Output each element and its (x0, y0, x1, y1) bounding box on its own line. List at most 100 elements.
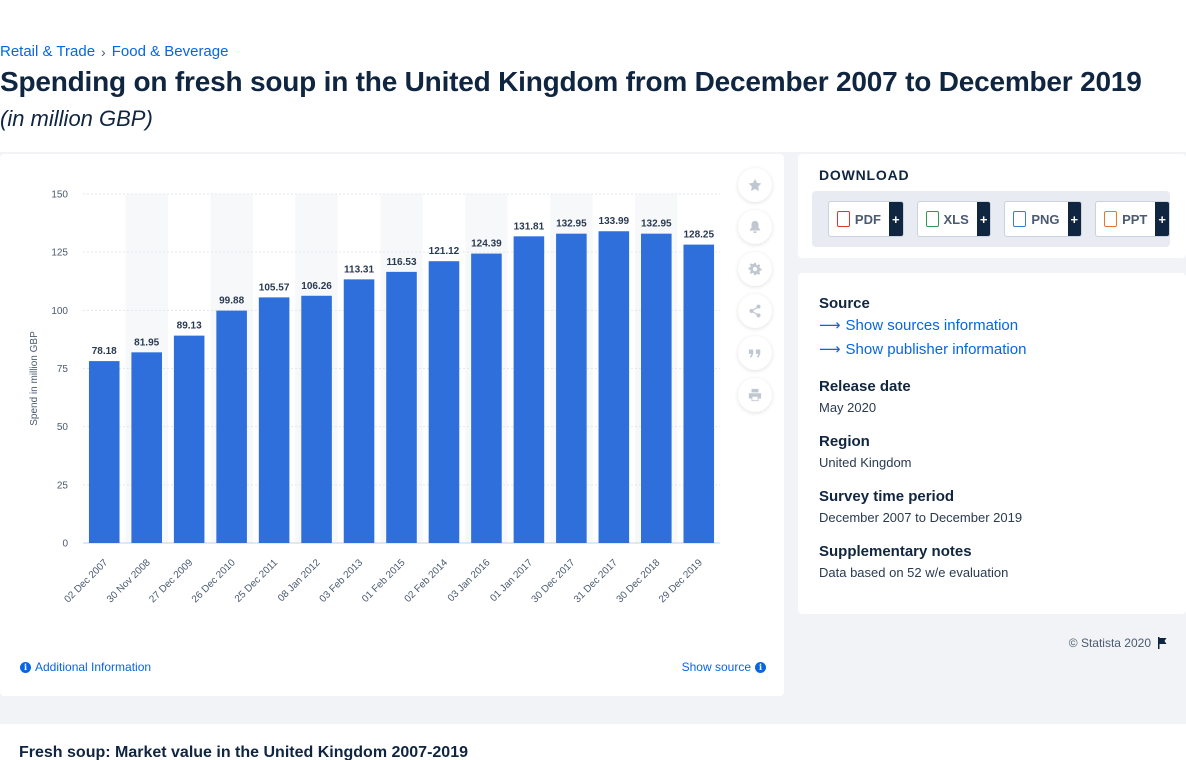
y-tick-label: 125 (51, 248, 68, 259)
download-png-label: PNG (1031, 211, 1060, 227)
supplementary-notes-heading: Supplementary notes (819, 543, 972, 560)
x-tick-label: 02 Feb 2014 (403, 557, 451, 605)
plus-icon: + (1155, 202, 1170, 236)
x-tick-label: 02 Dec 2007 (62, 557, 110, 605)
data-label: 133.99 (599, 216, 630, 227)
x-tick-label: 29 Dec 2019 (657, 557, 705, 605)
settings-gear-icon[interactable] (738, 252, 772, 286)
bar[interactable] (683, 244, 715, 543)
bar[interactable] (513, 236, 545, 543)
breadcrumb-separator: › (101, 43, 106, 60)
related-statistic-title[interactable]: Fresh soup: Market value in the United K… (19, 744, 468, 760)
show-publisher-link[interactable]: ⟶ Show publisher information (819, 340, 1165, 359)
notification-bell-icon[interactable] (738, 210, 772, 244)
show-sources-link[interactable]: ⟶ Show sources information (819, 316, 1165, 335)
download-pdf-label: PDF (854, 211, 881, 227)
download-png-button[interactable]: PNG + (1004, 201, 1083, 237)
show-publisher-label: Show publisher information (845, 340, 1027, 358)
data-labels: 78.18 81.95 89.13 99.88 105.57 106.26 113.31 11… (92, 216, 715, 357)
show-source-link[interactable]: Show source i (682, 660, 766, 674)
chart-actions (738, 168, 772, 420)
bar[interactable] (598, 231, 630, 543)
download-card: DOWNLOAD PDF + XLS + PNG + PPT + (798, 154, 1186, 258)
bar[interactable] (173, 335, 205, 543)
survey-period-heading: Survey time period (819, 488, 955, 505)
data-label: 131.81 (514, 221, 545, 232)
data-label: 113.31 (344, 264, 374, 275)
page-subtitle: (in million GBP) (0, 106, 153, 131)
bar[interactable] (301, 295, 332, 543)
download-buttons: PDF + XLS + PNG + PPT + (812, 191, 1171, 247)
x-tick-label: 27 Dec 2009 (147, 557, 195, 605)
data-label: 81.95 (134, 337, 159, 348)
bar[interactable] (471, 253, 502, 543)
data-label: 89.13 (177, 321, 202, 332)
arrow-right-icon: ⟶ (819, 341, 841, 358)
y-axis-label: Spend in million GBP (29, 331, 40, 426)
copyright-text: © Statista 2020 (1068, 636, 1151, 650)
ppt-file-icon (1104, 211, 1118, 227)
bar-chart: 0 25 50 75 100 125 150 78.18 81.95 89.13 99.88 105… (29, 190, 720, 605)
breadcrumb: Retail & Trade › Food & Beverage (0, 43, 228, 60)
bar[interactable] (428, 261, 460, 543)
info-icon: i (20, 661, 31, 673)
download-xls-button[interactable]: XLS + (916, 201, 992, 237)
show-source-label: Show source (681, 660, 751, 674)
region-heading: Region (819, 433, 870, 450)
y-axis-ticks: 0 25 50 75 100 125 150 (51, 190, 68, 550)
additional-information-label: Additional Information (35, 660, 152, 674)
flag-icon[interactable] (1157, 637, 1168, 649)
bar[interactable] (258, 297, 290, 543)
x-tick-label: 03 Jan 2016 (446, 557, 493, 604)
download-pdf-button[interactable]: PDF + (828, 201, 904, 237)
y-tick-label: 75 (57, 364, 69, 375)
additional-information-link[interactable]: i Additional Information (20, 660, 151, 674)
release-date-heading: Release date (819, 378, 911, 395)
x-tick-label: 30 Dec 2017 (530, 557, 578, 605)
data-label: 106.26 (301, 281, 332, 292)
y-tick-label: 25 (57, 480, 69, 491)
cite-quote-icon[interactable] (738, 336, 772, 370)
plus-icon: + (1067, 202, 1082, 236)
download-xls-label: XLS (943, 211, 969, 227)
xls-file-icon (925, 211, 939, 227)
x-tick-label: 01 Feb 2015 (360, 557, 408, 605)
x-tick-label: 25 Dec 2011 (233, 557, 281, 605)
download-title: DOWNLOAD (819, 167, 910, 183)
breadcrumb-link-retail[interactable]: Retail & Trade (0, 43, 96, 60)
bar[interactable] (386, 271, 417, 543)
y-tick-label: 0 (62, 539, 68, 550)
plus-icon: + (888, 202, 903, 236)
y-tick-label: 50 (57, 422, 69, 433)
page-title: Spending on fresh soup in the United Kin… (0, 66, 1142, 97)
bar[interactable] (131, 352, 162, 543)
download-ppt-label: PPT (1122, 211, 1148, 227)
source-heading: Source (819, 295, 870, 312)
favorite-star-icon[interactable] (738, 168, 772, 202)
x-tick-label: 01 Jan 2017 (488, 557, 535, 604)
data-label: 124.39 (471, 239, 502, 250)
arrow-right-icon: ⟶ (819, 317, 841, 334)
breadcrumb-link-food[interactable]: Food & Beverage (111, 43, 229, 60)
share-icon[interactable] (738, 294, 772, 328)
png-file-icon (1013, 211, 1027, 227)
bar[interactable] (641, 233, 672, 543)
survey-period-value: December 2007 to December 2019 (819, 510, 1023, 525)
download-ppt-button[interactable]: PPT + (1095, 201, 1171, 237)
show-sources-label: Show sources information (845, 316, 1019, 334)
data-label: 121.12 (429, 246, 460, 257)
x-tick-label: 26 Dec 2010 (190, 557, 238, 605)
x-tick-label: 08 Jan 2012 (276, 557, 323, 604)
data-label: 99.88 (219, 296, 244, 307)
bar[interactable] (556, 233, 587, 543)
bar[interactable] (88, 361, 120, 543)
bar[interactable] (216, 310, 247, 543)
print-icon[interactable] (738, 378, 772, 412)
data-label: 132.95 (641, 219, 672, 230)
bar[interactable] (343, 279, 375, 543)
x-tick-label: 31 Dec 2017 (572, 557, 620, 605)
info-icon: i (755, 661, 766, 673)
chart-footer-links: i Additional Information Show source i (20, 660, 766, 674)
related-statistic-card: Fresh soup: Market value in the United K… (0, 724, 1186, 760)
data-label: 105.57 (259, 282, 290, 293)
